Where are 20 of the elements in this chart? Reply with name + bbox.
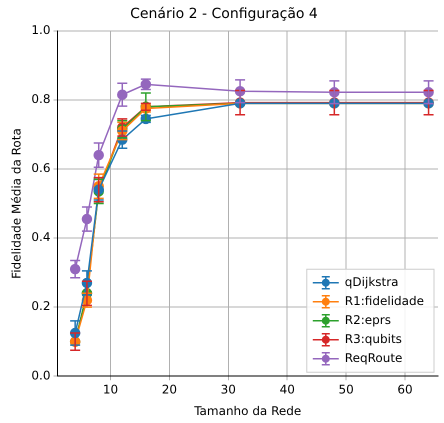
legend-label: qDijkstra: [344, 274, 399, 289]
legend-label: R1:fidelidade: [344, 294, 424, 308]
x-tick-label: 60: [397, 382, 413, 397]
legend-label: R3:qubits: [344, 332, 402, 346]
chart-title: Cenário 2 - Configuração 4: [130, 6, 318, 22]
x-tick-label: 30: [220, 382, 236, 397]
y-tick-label: 0.6: [31, 161, 50, 176]
y-tick-label: 1.0: [31, 22, 50, 37]
x-tick-label: 40: [280, 382, 295, 397]
x-axis-title: Tamanho da Rede: [193, 404, 302, 418]
legend-label: R2:eprs: [344, 312, 391, 327]
y-axis-title: Fidelidade Média da Rota: [9, 128, 24, 279]
x-tick-label: 20: [162, 382, 178, 397]
x-tick-label: 10: [102, 382, 118, 397]
y-tick-label: 0.2: [31, 299, 50, 314]
y-tick-label: 0.4: [31, 230, 50, 244]
x-tick-label: 50: [338, 382, 354, 397]
legend-label: ReqRoute: [344, 350, 402, 365]
y-tick-label: 0.0: [31, 368, 50, 382]
y-tick-label: 0.8: [31, 92, 50, 106]
